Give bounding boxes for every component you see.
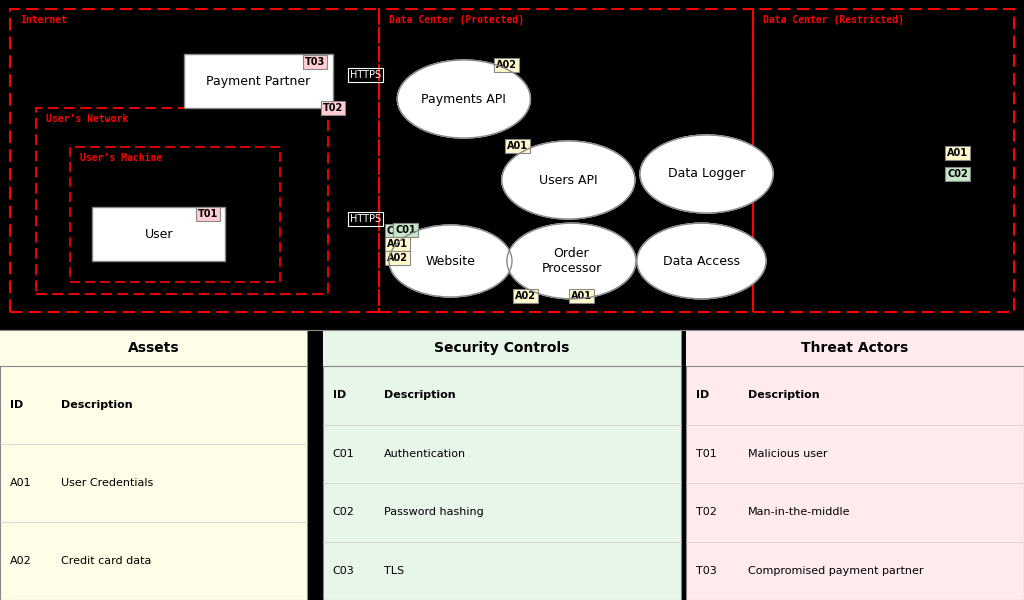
Text: Website: Website: [426, 254, 475, 268]
Text: A01: A01: [387, 239, 408, 249]
Circle shape: [640, 135, 773, 213]
Text: A02: A02: [497, 61, 517, 70]
Text: C01: C01: [333, 449, 354, 459]
Circle shape: [502, 141, 635, 219]
Text: Malicious user: Malicious user: [748, 449, 827, 459]
Text: Payments API: Payments API: [422, 92, 506, 106]
Text: T01: T01: [198, 209, 218, 219]
Text: T03: T03: [696, 566, 717, 576]
Circle shape: [397, 60, 530, 138]
Text: Order
Processor: Order Processor: [542, 247, 601, 275]
Text: Compromised payment partner: Compromised payment partner: [748, 566, 923, 576]
Text: ID: ID: [333, 390, 346, 400]
Circle shape: [389, 225, 512, 297]
Text: Man-in-the-middle: Man-in-the-middle: [748, 507, 850, 517]
Text: Password hashing: Password hashing: [384, 507, 483, 517]
Text: T02: T02: [696, 507, 717, 517]
Text: A01: A01: [571, 291, 592, 301]
FancyBboxPatch shape: [92, 207, 225, 261]
Text: User Credentials: User Credentials: [61, 478, 154, 488]
Text: C03: C03: [387, 226, 408, 236]
Text: Assets: Assets: [128, 341, 179, 355]
Text: Authentication: Authentication: [384, 449, 466, 459]
Text: A01: A01: [10, 478, 32, 488]
Text: Data Center (Protected): Data Center (Protected): [389, 15, 524, 25]
Text: A01: A01: [947, 148, 968, 158]
Text: HTTPS: HTTPS: [350, 70, 381, 80]
Text: Credit card data: Credit card data: [61, 556, 152, 566]
FancyBboxPatch shape: [0, 330, 307, 600]
FancyBboxPatch shape: [686, 330, 1024, 600]
Text: T02: T02: [323, 103, 343, 113]
Text: User's Network: User's Network: [46, 114, 128, 124]
Text: T01: T01: [696, 449, 717, 459]
Text: Description: Description: [384, 390, 456, 400]
Circle shape: [507, 223, 636, 299]
Text: Payment Partner: Payment Partner: [207, 74, 310, 88]
Text: C03: C03: [333, 566, 354, 576]
Text: Data Access: Data Access: [663, 254, 740, 268]
Text: Description: Description: [748, 390, 819, 400]
FancyBboxPatch shape: [686, 330, 1024, 366]
Text: HTTPS: HTTPS: [350, 214, 381, 224]
Text: Users API: Users API: [539, 173, 598, 187]
Text: Threat Actors: Threat Actors: [802, 341, 908, 355]
FancyBboxPatch shape: [184, 54, 333, 108]
Text: ID: ID: [696, 390, 710, 400]
Text: Data Logger: Data Logger: [668, 167, 745, 181]
Text: C02: C02: [333, 507, 354, 517]
Text: A02: A02: [387, 253, 408, 263]
Text: A02: A02: [10, 556, 32, 566]
Text: Data Center (Restricted): Data Center (Restricted): [763, 15, 904, 25]
Text: Security Controls: Security Controls: [434, 341, 569, 355]
FancyBboxPatch shape: [323, 330, 681, 366]
Text: Internet: Internet: [20, 15, 68, 25]
Text: A02: A02: [515, 291, 536, 301]
Circle shape: [637, 223, 766, 299]
Text: T03: T03: [305, 57, 325, 67]
Text: User: User: [144, 227, 173, 241]
Text: Description: Description: [61, 400, 133, 410]
Text: C01: C01: [395, 225, 416, 235]
FancyBboxPatch shape: [323, 330, 681, 600]
Text: User's Machine: User's Machine: [80, 153, 162, 163]
Text: ID: ID: [10, 400, 24, 410]
Text: C02: C02: [947, 169, 968, 179]
FancyBboxPatch shape: [0, 330, 307, 366]
Text: A01: A01: [507, 142, 527, 151]
Text: TLS: TLS: [384, 566, 404, 576]
